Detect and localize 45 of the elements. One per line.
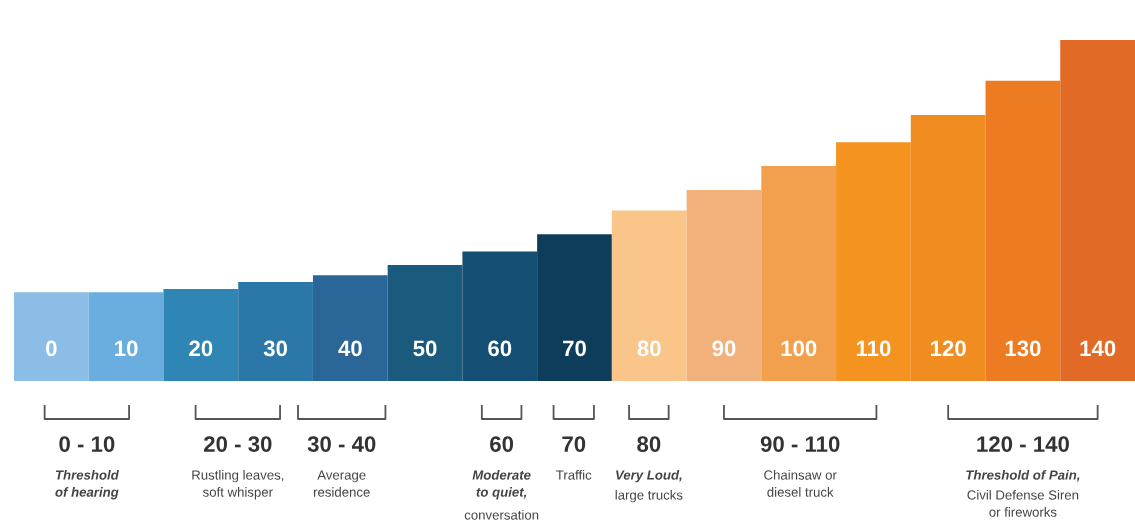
text: Traffic bbox=[556, 470, 592, 480]
bar bbox=[611, 210, 687, 381]
bar bbox=[312, 275, 388, 381]
bar bbox=[686, 189, 762, 381]
bar bbox=[537, 234, 612, 381]
text: 120 - 140 bbox=[977, 436, 1069, 452]
x-tick-label: 60 bbox=[488, 340, 512, 357]
text: Civil Defense Siren or fireworks bbox=[967, 490, 1079, 517]
bar bbox=[1060, 39, 1135, 381]
bar bbox=[14, 292, 89, 381]
text: Rustling leaves, soft whisper bbox=[192, 470, 284, 500]
x-tick-label: 140 bbox=[1080, 340, 1116, 357]
text: conversation bbox=[464, 510, 539, 520]
x-tick-label: 10 bbox=[115, 340, 138, 357]
x-tick-label: 90 bbox=[712, 340, 736, 357]
bar bbox=[761, 166, 837, 381]
x-tick-label: 30 bbox=[263, 340, 288, 357]
bar bbox=[238, 282, 313, 381]
bar bbox=[163, 288, 239, 381]
x-tick-label: 120 bbox=[931, 340, 966, 357]
x-tick-label: 40 bbox=[338, 340, 362, 357]
x-tick-label: 50 bbox=[413, 340, 437, 357]
bar bbox=[985, 80, 1061, 381]
text: 20 - 30 bbox=[204, 436, 272, 452]
x-tick-label: 100 bbox=[781, 340, 817, 357]
text: Average residence bbox=[313, 470, 370, 497]
text: large trucks bbox=[615, 490, 683, 503]
text: Chainsaw or diesel truck bbox=[764, 470, 837, 497]
text: 0 - 10 bbox=[59, 436, 115, 452]
bar bbox=[88, 292, 164, 381]
x-tick-label: 70 bbox=[563, 340, 586, 357]
x-tick-label: 80 bbox=[637, 340, 661, 357]
text: Very Loud, bbox=[616, 470, 682, 483]
text: 70 bbox=[562, 436, 586, 452]
x-tick-label: 20 bbox=[189, 340, 213, 357]
x-tick-label: 110 bbox=[856, 340, 891, 357]
text: Threshold of Pain, bbox=[966, 470, 1080, 482]
text: 80 bbox=[637, 436, 661, 452]
text: Moderate to quiet, bbox=[472, 470, 531, 500]
text: 30 - 40 bbox=[307, 436, 376, 452]
text: 60 bbox=[490, 436, 514, 452]
x-tick-label: 130 bbox=[1005, 340, 1041, 357]
text: Threshold of hearing bbox=[55, 470, 119, 500]
x-tick-label: 0 bbox=[46, 340, 57, 357]
text: 90 - 110 bbox=[760, 436, 840, 452]
